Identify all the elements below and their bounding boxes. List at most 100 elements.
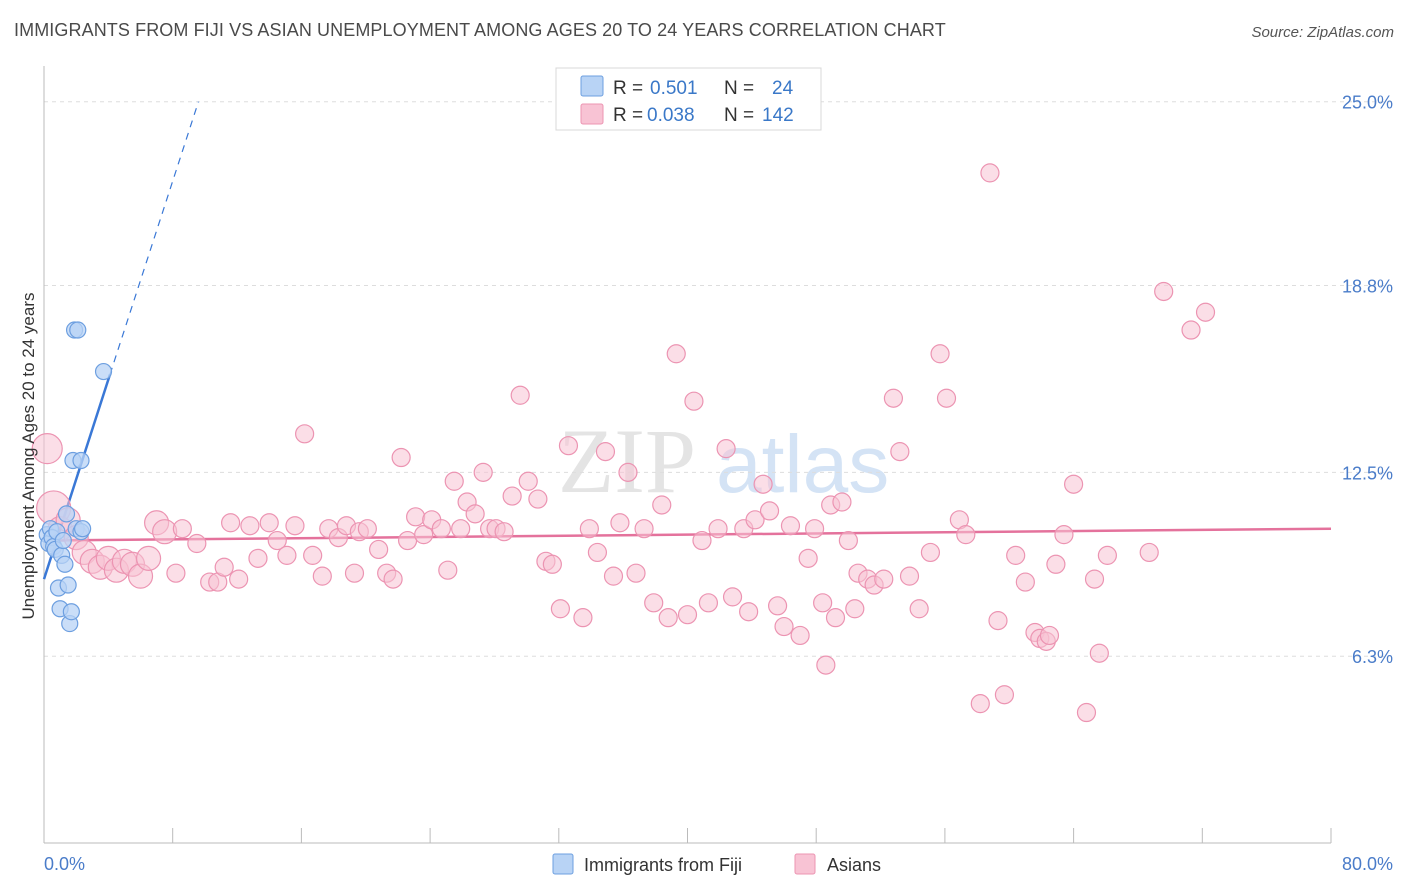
asian-point: [825, 608, 846, 628]
asian-point: [739, 602, 759, 622]
asian-point: [603, 566, 624, 586]
asian-point: [465, 504, 485, 524]
gridlines: [44, 101, 1392, 657]
asian-point: [930, 344, 950, 364]
bottom-legend: Immigrants from Fiji Asians: [552, 853, 881, 875]
bottom-legend-label-fiji: Immigrants from Fiji: [584, 855, 742, 875]
asian-point: [135, 545, 162, 571]
asian-point: [187, 533, 207, 554]
source-label: Source: ZipAtlas.com: [1251, 24, 1394, 41]
asian-point: [518, 471, 538, 491]
asian-point: [391, 447, 411, 468]
legend-n-label-asians: N =: [724, 105, 754, 126]
fiji-point: [62, 603, 80, 621]
asian-point: [438, 560, 458, 580]
y-tick-label-3: 25.0%: [1342, 93, 1393, 113]
legend-r-label-fiji: R =: [613, 78, 643, 99]
asian-point: [1154, 281, 1174, 302]
asian-point: [152, 519, 178, 545]
asian-point: [759, 501, 780, 521]
asian-point: [652, 495, 672, 515]
asian-point: [774, 616, 794, 637]
legend-n-label-fiji: N =: [724, 78, 754, 99]
y-axis-label: Unemployment Among Ages 20 to 24 years: [19, 293, 38, 620]
asian-point: [883, 388, 904, 408]
asian-point: [473, 462, 493, 482]
asian-point: [494, 522, 514, 542]
asian-point: [832, 492, 852, 512]
chart-title: IMMIGRANTS FROM FIJI VS ASIAN UNEMPLOYME…: [14, 20, 946, 40]
asian-point: [31, 433, 63, 465]
asian-point: [816, 655, 836, 675]
bottom-legend-swatch-fiji: [552, 853, 574, 875]
fiji-point: [56, 555, 74, 573]
asian-point: [1046, 554, 1066, 574]
fiji-trendline-extension: [109, 101, 200, 375]
asian-point: [899, 566, 920, 586]
asian-point: [658, 608, 678, 628]
bottom-legend-label-asians: Asians: [827, 855, 881, 875]
fiji-point: [54, 531, 72, 550]
asian-point: [790, 625, 810, 646]
asian-point: [804, 519, 825, 539]
asian-point: [634, 519, 654, 539]
fiji-points: [38, 321, 113, 633]
asian-point: [780, 516, 801, 536]
y-tick-label-0: 6.3%: [1352, 647, 1393, 667]
asian-point: [1039, 625, 1060, 646]
y-tick-label-1: 12.5%: [1342, 463, 1393, 483]
asian-point: [618, 462, 638, 482]
asian-point: [716, 439, 736, 459]
asian-point: [277, 545, 297, 565]
asian-point: [1054, 525, 1074, 545]
asian-point: [1195, 302, 1216, 322]
legend-n-value-fiji: 24: [772, 78, 794, 99]
asian-point: [666, 344, 686, 364]
asian-point: [980, 163, 1000, 183]
asian-point: [745, 510, 765, 530]
legend-r-value-asians: 0.038: [647, 105, 695, 126]
asian-point: [259, 513, 279, 533]
watermark-atlas: atlas: [716, 419, 889, 510]
asian-point: [1089, 643, 1109, 663]
asian-point: [956, 525, 976, 545]
asian-point: [988, 611, 1008, 631]
fiji-point: [74, 520, 92, 538]
asian-point: [172, 519, 192, 539]
asian-point: [626, 563, 646, 583]
legend-swatch-asians: [580, 103, 604, 125]
asian-point: [845, 599, 865, 619]
asian-point: [1097, 545, 1117, 565]
asian-point: [909, 599, 929, 619]
asian-point: [221, 513, 241, 533]
asian-point: [708, 519, 728, 539]
tick-labels: 6.3% 12.5% 18.8% 25.0% 0.0% 80.0%: [44, 93, 1393, 874]
legend-r-value-fiji: 0.501: [650, 78, 698, 99]
asian-point: [1084, 569, 1105, 589]
x-tick-label-max: 80.0%: [1342, 854, 1393, 874]
asian-point: [502, 486, 522, 506]
asian-point: [406, 507, 426, 527]
asian-point: [397, 530, 418, 551]
fiji-point: [57, 505, 76, 523]
asian-points: [31, 163, 1216, 723]
asian-point: [936, 388, 957, 408]
asian-point: [369, 539, 389, 560]
asian-point: [610, 513, 630, 533]
asian-point: [767, 596, 788, 616]
fiji-point: [69, 321, 87, 339]
asian-point: [874, 569, 894, 589]
asian-point: [1063, 474, 1084, 494]
asian-point: [970, 694, 990, 714]
asian-point: [414, 525, 434, 545]
asian-point: [644, 593, 664, 613]
asian-point: [431, 519, 451, 539]
asian-point: [595, 442, 616, 462]
asian-point: [344, 563, 365, 583]
asian-point: [240, 516, 260, 536]
asian-point: [558, 436, 579, 456]
asian-point: [214, 557, 234, 577]
asian-point: [267, 530, 287, 551]
asian-point: [722, 587, 743, 607]
